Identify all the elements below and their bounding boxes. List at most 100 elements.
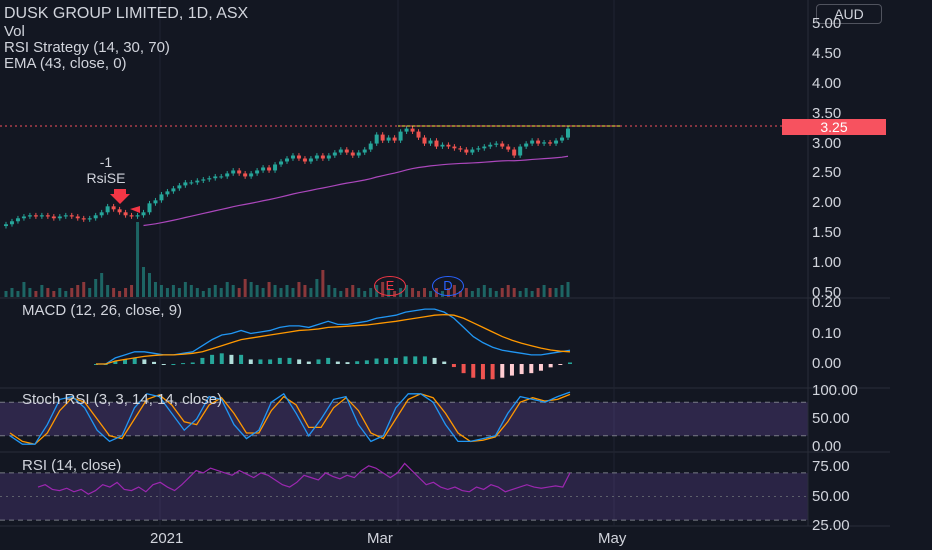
volume-bar [106, 285, 110, 297]
candle-body [566, 128, 570, 138]
candle-body [344, 149, 349, 153]
volume-bar [482, 285, 486, 297]
price-axis-tick: 2.50 [812, 164, 842, 182]
volume-bar [153, 282, 157, 297]
volume-bar [423, 288, 427, 297]
signal-value: -1 [99, 154, 113, 170]
volume-bar [524, 288, 528, 297]
macd-axis-tick: 0.00 [812, 355, 842, 372]
volume-bar [82, 282, 86, 297]
x-label-may: May [598, 530, 627, 547]
stoch-axis-tick: 50.00 [812, 410, 850, 427]
macd-histogram-bar [277, 357, 282, 364]
candle-body [123, 212, 128, 216]
macd-histogram-bar [306, 361, 311, 364]
volume-bar [88, 288, 92, 297]
candle-body [273, 164, 278, 171]
volume-bar [530, 291, 534, 297]
volume-bar [518, 291, 522, 297]
candle-body [201, 179, 206, 181]
volume-bar [177, 288, 181, 297]
candle-body [482, 146, 487, 149]
macd-histogram-bar [297, 359, 302, 364]
candle-body [279, 161, 284, 165]
candle-body [326, 155, 331, 159]
volume-bar [411, 288, 415, 297]
macd-histogram-bar [326, 357, 331, 364]
macd-histogram-bar [374, 358, 379, 364]
candle-body [69, 215, 74, 217]
candle-body [302, 158, 307, 162]
candle-body [225, 173, 230, 177]
candle-body [290, 155, 295, 159]
earnings-event-marker[interactable]: E [374, 276, 406, 296]
macd-histogram-bar [403, 356, 408, 364]
volume-bar [237, 288, 241, 297]
rsi-axis-tick: 25.00 [812, 517, 850, 534]
volume-bar [130, 285, 134, 297]
volume-bar [231, 285, 235, 297]
candle-body [33, 215, 38, 217]
stoch-axis-tick: 0.00 [812, 438, 842, 455]
strategy-legend: RSI Strategy (14, 30, 70) [4, 39, 170, 56]
candle-body [75, 216, 80, 219]
chart-title: DUSK GROUP LIMITED, 1D, ASX [4, 5, 249, 22]
candle-body [320, 155, 325, 159]
candle-body [165, 191, 170, 195]
currency-button[interactable]: AUD [816, 4, 882, 24]
volume-bar [225, 282, 229, 297]
last-price-badge: 3.25 [782, 119, 886, 135]
volume-bar [147, 273, 151, 297]
candle-body [4, 224, 8, 227]
volume-bar [285, 285, 289, 297]
macd-histogram-bar [335, 361, 340, 364]
macd-histogram-bar [142, 359, 147, 364]
macd-histogram-bar [529, 364, 534, 374]
volume-bar [405, 285, 409, 297]
candle-body [488, 144, 493, 147]
volume-bar [10, 288, 14, 297]
volume-bar [309, 288, 313, 297]
volume-bar [351, 285, 355, 297]
candle-body [171, 188, 176, 192]
macd-histogram-bar [442, 361, 447, 364]
candle-body [434, 140, 439, 147]
volume-bar [500, 288, 504, 297]
volume-bar [548, 288, 552, 297]
volume-bar [118, 291, 122, 297]
volume-bar [28, 288, 32, 297]
candle-body [219, 176, 224, 178]
candle-body [350, 152, 355, 156]
volume-bar [213, 285, 217, 297]
macd-histogram-bar [558, 364, 563, 365]
macd-signal-line [96, 313, 571, 365]
volume-bar [261, 288, 265, 297]
volume-bar [458, 291, 462, 297]
candle-body [111, 206, 116, 210]
volume-bar [165, 288, 169, 297]
stoch-k-line [9, 391, 571, 445]
volume-bar [76, 285, 80, 297]
macd-histogram-bar [316, 359, 321, 364]
volume-bar [333, 288, 337, 297]
macd-histogram-bar [345, 362, 350, 364]
candle-body [63, 215, 68, 217]
dividend-event-marker[interactable]: D [432, 276, 464, 296]
price-axis-tick: 2.00 [812, 194, 842, 212]
candle-body [554, 140, 559, 144]
volume-bar [464, 288, 468, 297]
volume-bar [417, 291, 421, 297]
candle-body [105, 206, 110, 213]
macd-histogram-bar [432, 357, 437, 364]
macd-histogram-bar [480, 364, 485, 380]
candle-body [380, 134, 385, 141]
macd-histogram-bar [538, 364, 543, 371]
volume-bar [183, 282, 187, 297]
candle-body [308, 158, 313, 162]
price-axis-tick: 3.50 [812, 104, 842, 122]
candle-body [153, 200, 158, 204]
macd-histogram-bar [113, 360, 118, 364]
macd-histogram-bar [568, 362, 572, 364]
candle-body [195, 180, 200, 183]
